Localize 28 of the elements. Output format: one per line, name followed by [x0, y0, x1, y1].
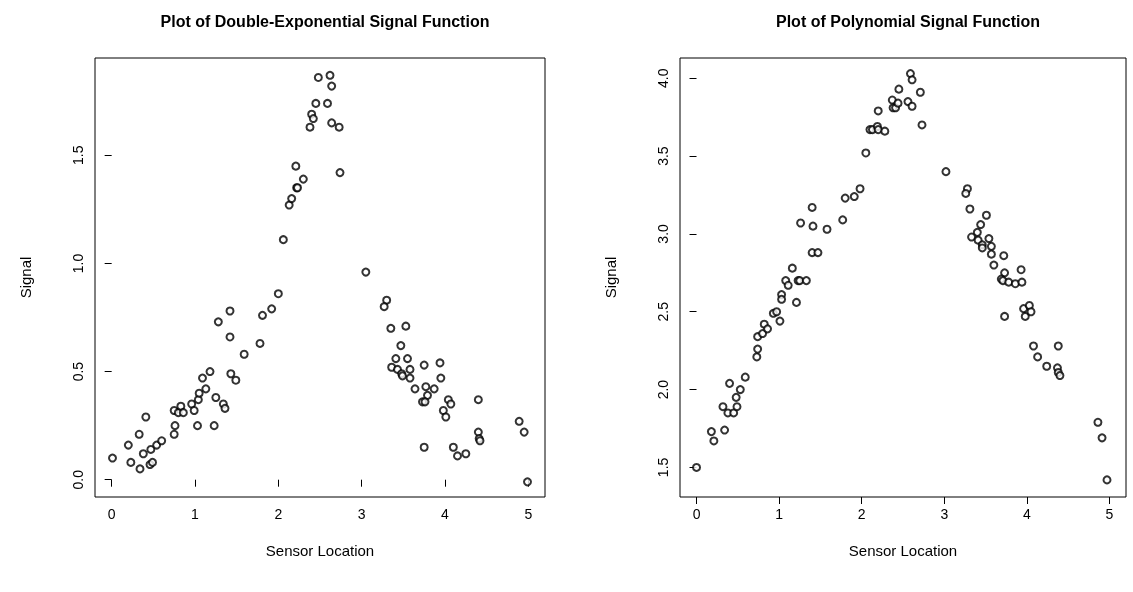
- y-tick-label: 1.0: [70, 253, 86, 274]
- y-tick-label: 2.0: [655, 379, 671, 400]
- y-tick-label: 0.0: [70, 469, 86, 490]
- y-tick-label: 3.0: [655, 223, 671, 244]
- y-tick-label: 0.5: [70, 361, 86, 382]
- y-tick-label: 2.5: [655, 301, 671, 322]
- y-axis-title: Signal: [602, 256, 619, 299]
- x-axis-title: Sensor Location: [265, 542, 375, 559]
- x-tick-label: 2: [274, 506, 283, 522]
- x-tick-label: 3: [357, 506, 366, 522]
- x-tick-label: 3: [940, 506, 949, 522]
- y-tick-label: 3.5: [655, 146, 671, 166]
- x-tick-label: 5: [524, 506, 533, 522]
- x-tick-label: 1: [775, 506, 784, 522]
- x-tick-label: 2: [857, 506, 866, 522]
- chart-title: Plot of Polynomial Signal Function: [776, 12, 1040, 30]
- x-tick-label: 0: [692, 506, 701, 522]
- y-axis-title: Signal: [17, 256, 34, 299]
- x-tick-label: 4: [441, 506, 450, 522]
- chart-title: Plot of Double-Exponential Signal Function: [160, 12, 490, 30]
- y-tick-label: 1.5: [70, 145, 86, 166]
- x-tick-label: 0: [107, 506, 116, 522]
- x-axis-title: Sensor Location: [848, 542, 958, 559]
- x-tick-label: 1: [191, 506, 200, 522]
- x-tick-label: 4: [1022, 506, 1031, 522]
- y-tick-label: 4.0: [655, 68, 671, 88]
- y-tick-label: 1.5: [655, 457, 671, 478]
- x-tick-label: 5: [1105, 506, 1114, 522]
